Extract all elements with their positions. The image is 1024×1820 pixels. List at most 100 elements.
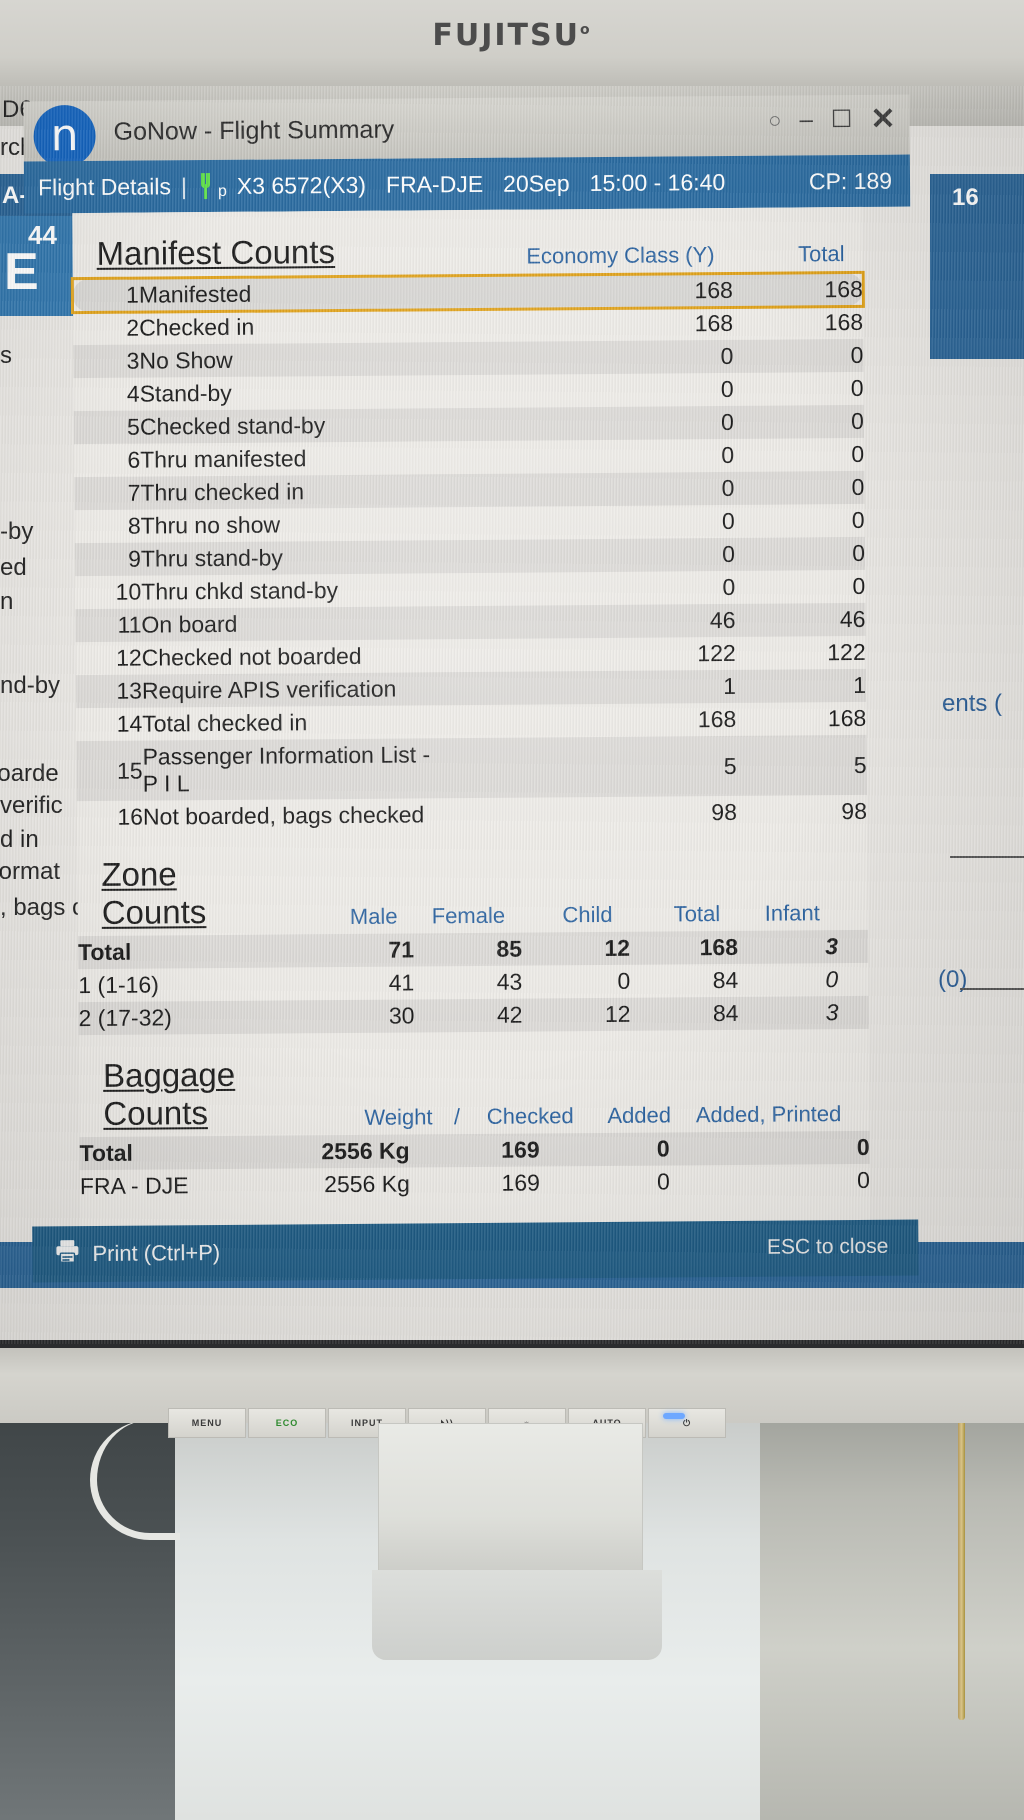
- window-controls: ○ – ☐ ✕: [768, 102, 896, 136]
- bg-fragment-left-6: -by: [0, 518, 34, 545]
- row-label: Thru stand-by: [140, 540, 436, 576]
- table-row[interactable]: 2 (17-32) 30 42 12 84 3: [78, 995, 869, 1036]
- cp-count: CP: 189: [808, 167, 893, 195]
- zone-infant: 3: [738, 995, 869, 1030]
- row-index: 15: [76, 740, 143, 802]
- zone-col-female: Female: [431, 902, 506, 929]
- row-total: 0: [733, 338, 864, 373]
- baggage-header-row: Baggage Counts Weight / Checked Added Ad…: [79, 1051, 870, 1133]
- zone-label: 1 (1-16): [78, 971, 159, 999]
- bg-fragment-left-11: verific: [0, 792, 63, 819]
- zone-counts-table: Total 71 85 12 168 3 1 (1-16) 41 43 0: [77, 929, 869, 1036]
- osd-button-menu[interactable]: MENU: [168, 1408, 246, 1438]
- row-economy: 0: [433, 405, 735, 442]
- help-icon[interactable]: ○: [768, 107, 782, 133]
- power-cable: [958, 1390, 965, 1720]
- row-label: No Show: [139, 342, 434, 378]
- row-label: On board: [141, 606, 436, 642]
- row-total: 0: [851, 506, 865, 534]
- row-index: 5: [73, 410, 141, 445]
- table-row[interactable]: FRA - DJE 2556 Kg 169 0 0: [80, 1164, 870, 1203]
- dialog-titlebar[interactable]: n GoNow - Flight Summary ○ – ☐ ✕: [23, 94, 910, 168]
- row-label: Thru manifested: [140, 445, 307, 473]
- row-economy: 168: [694, 309, 734, 337]
- passenger-icon-suffix: p: [217, 182, 227, 200]
- row-label: Passenger Information List - P I L: [142, 738, 437, 801]
- zone-infant: 0: [825, 966, 839, 993]
- zone-female: 43: [496, 968, 523, 995]
- desk-stone-right: [760, 1390, 1024, 1820]
- maximize-icon[interactable]: ☐: [830, 105, 853, 134]
- bg-fragment-left-5: s: [0, 342, 12, 369]
- bg-fragment-right-0: 16: [952, 184, 979, 211]
- row-index: 11: [75, 608, 142, 643]
- zone-col-total: Total: [673, 901, 721, 927]
- osd-button-power[interactable]: ⏻: [648, 1408, 726, 1438]
- manifest-heading-text: Manifest Counts: [96, 233, 336, 272]
- row-total: 0: [852, 572, 866, 600]
- zone-child: 12: [522, 997, 631, 1032]
- row-economy: 5: [436, 735, 737, 799]
- baggage-col-weight: Weight: [364, 1104, 433, 1130]
- baggage-weight: 2556 Kg: [324, 1170, 410, 1198]
- manifest-header-row: Manifest Counts Economy Class (Y) Total: [72, 229, 862, 273]
- bg-fragment-left-4: E: [4, 243, 39, 301]
- flight-route: FRA-DJE: [385, 170, 484, 198]
- row-label: Checked not boarded: [141, 642, 362, 671]
- zone-col-infant: Infant: [764, 900, 820, 926]
- row-economy: 0: [434, 471, 735, 508]
- minimize-icon[interactable]: –: [799, 106, 813, 134]
- bg-fragment-left-10: boarde: [0, 760, 59, 787]
- baggage-col-slash: /: [453, 1104, 461, 1130]
- flight-times: 15:00 - 16:40: [589, 168, 726, 196]
- print-button[interactable]: Print (Ctrl+P): [54, 1238, 220, 1269]
- logo-letter: n: [50, 110, 79, 162]
- flight-details-label: Flight Details: [37, 172, 172, 200]
- brand-superscript: o: [579, 22, 592, 38]
- manifest-counts-table: 1 Manifested 168 168 2 Checked in 168 16…: [70, 270, 867, 834]
- table-row[interactable]: 16 Not boarded, bags checked 98 98: [77, 795, 867, 834]
- baggage-checked: 169: [501, 1169, 540, 1196]
- monitor-screen: A-D 44 E D6 rch s -by ed n nd-by boarde …: [0, 86, 1024, 1344]
- row-label: Stand-by: [139, 379, 232, 407]
- row-total: 0: [734, 536, 866, 571]
- row-total: 46: [735, 602, 866, 637]
- baggage-checked: 169: [409, 1133, 540, 1168]
- manifest-heading: Manifest Counts: [96, 233, 335, 273]
- bg-fragment-left-3: 44: [28, 220, 57, 250]
- zone-infant: 3: [737, 929, 869, 964]
- row-total: 1: [735, 668, 867, 703]
- row-economy: 168: [697, 705, 737, 733]
- brand-text: FUJITSU: [432, 18, 580, 53]
- monitor-brand-logo: FUJITSUo: [0, 18, 1024, 53]
- osd-button-power-label: ⏻: [682, 1417, 692, 1428]
- row-economy: 168: [432, 273, 733, 310]
- row-total: 98: [841, 797, 868, 825]
- manifest-col-total: Total: [797, 241, 845, 267]
- monitor-stand-neck: [378, 1423, 643, 1578]
- zone-label: 2 (17-32): [78, 1000, 307, 1036]
- monitor-cable-loop: [90, 1420, 180, 1540]
- row-index: 6: [127, 446, 141, 473]
- manifest-col-economy: Economy Class (Y): [526, 242, 715, 269]
- flight-details-bar: Flight Details | p X3 6572(X3) FRA-DJE 2…: [23, 154, 911, 214]
- row-economy: 0: [721, 507, 735, 535]
- row-economy: 0: [434, 537, 736, 574]
- osd-button-eco[interactable]: ECO: [248, 1408, 326, 1438]
- bg-fragment-left-13: format: [0, 858, 61, 885]
- row-economy: 0: [721, 441, 735, 469]
- table-row[interactable]: 15 Passenger Information List - P I L 5 …: [76, 734, 867, 802]
- row-index: 16: [117, 803, 144, 830]
- flight-summary-dialog: n GoNow - Flight Summary ○ – ☐ ✕ Flight …: [23, 94, 919, 1288]
- row-index: 10: [115, 578, 142, 605]
- row-economy: 46: [435, 603, 736, 640]
- bg-fragment-right-1: ents (: [942, 690, 1003, 717]
- bg-fragment-left-12: d in: [0, 826, 39, 853]
- row-index: 3: [73, 344, 140, 379]
- row-index: 14: [116, 710, 143, 737]
- zone-total: 84: [630, 996, 739, 1031]
- close-icon[interactable]: ✕: [870, 102, 896, 136]
- zone-female: 42: [414, 998, 523, 1033]
- zone-header-row: Zone Counts Male Female Child Total Infa…: [77, 850, 868, 932]
- row-economy: 0: [722, 573, 736, 601]
